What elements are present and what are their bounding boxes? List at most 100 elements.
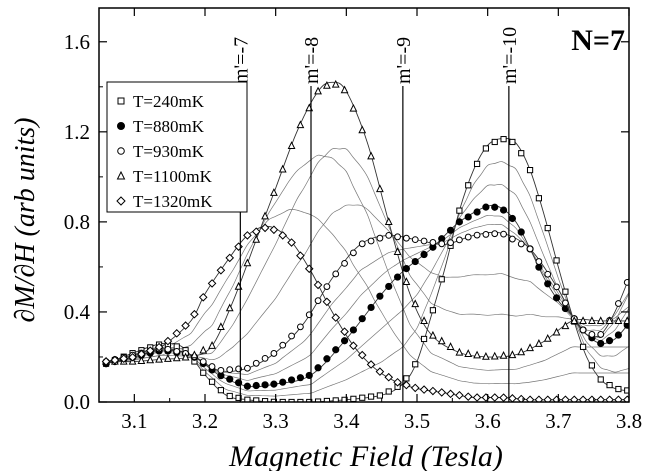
data-point <box>402 277 411 286</box>
data-point <box>190 309 199 319</box>
data-point <box>393 273 402 281</box>
vertical-marker-label: m'=-7 <box>230 37 252 84</box>
data-point <box>535 195 542 202</box>
data-point <box>543 395 553 402</box>
data-point <box>596 395 606 402</box>
legend-label: T=930mK <box>133 142 205 161</box>
data-point <box>393 247 402 256</box>
data-point <box>411 236 419 244</box>
legend-marker <box>116 170 126 180</box>
data-point <box>252 234 261 243</box>
data-point <box>614 316 623 325</box>
data-point <box>332 270 340 278</box>
data-point <box>172 353 181 362</box>
data-point <box>446 389 455 399</box>
series-t-1320mk <box>101 223 629 402</box>
data-point <box>367 237 375 245</box>
y-tick-label: 0.4 <box>64 300 91 324</box>
data-point <box>490 393 500 402</box>
data-point <box>261 381 269 389</box>
data-point <box>243 382 251 390</box>
x-tick-label: 3.1 <box>121 409 147 433</box>
data-point <box>208 378 216 385</box>
data-point <box>217 387 225 394</box>
data-point <box>287 376 296 384</box>
data-point <box>438 276 445 283</box>
data-point <box>544 270 552 278</box>
data-point <box>244 396 251 402</box>
data-point <box>172 329 182 338</box>
data-point <box>198 293 208 302</box>
data-point <box>181 352 190 361</box>
data-point <box>313 280 323 290</box>
data-point <box>500 136 507 143</box>
x-tick-label: 3.8 <box>616 409 642 433</box>
data-point <box>376 392 383 399</box>
data-point <box>137 356 146 365</box>
data-point <box>472 393 482 402</box>
data-point <box>412 361 419 368</box>
data-point <box>128 352 137 362</box>
data-point <box>146 355 155 364</box>
data-point <box>508 350 517 359</box>
data-point <box>173 347 181 355</box>
panel-label: N=7 <box>571 24 625 57</box>
data-point <box>244 364 251 372</box>
data-point <box>350 395 357 402</box>
data-point <box>473 160 481 168</box>
data-point <box>279 378 287 386</box>
data-point <box>473 231 481 239</box>
data-point <box>261 211 269 220</box>
data-point <box>287 238 296 247</box>
data-point <box>394 233 401 241</box>
data-point <box>261 398 269 402</box>
data-point <box>544 280 552 288</box>
data-point <box>385 388 392 395</box>
data-point <box>366 360 376 369</box>
data-point <box>253 397 260 402</box>
data-point <box>456 207 463 214</box>
legend-box <box>106 81 248 213</box>
data-point <box>553 283 560 291</box>
data-point <box>438 240 446 248</box>
axes-layer: 3.1 3.2 3.3 3.4 3.5 3.6 3.7 3.8 0.0 0.4 0.8 1.2 1.6 <box>64 8 642 433</box>
data-point <box>278 231 288 240</box>
data-point <box>349 103 358 112</box>
data-point <box>446 226 455 234</box>
data-point <box>341 396 348 402</box>
data-point <box>517 347 526 356</box>
data-point <box>500 230 507 238</box>
data-point <box>331 79 340 88</box>
data-point <box>455 390 464 400</box>
data-point <box>270 380 278 388</box>
data-point <box>579 326 587 334</box>
data-point <box>420 316 428 325</box>
data-point <box>464 233 472 241</box>
data-point <box>358 315 366 323</box>
data-point <box>208 363 216 370</box>
data-point <box>341 259 348 267</box>
data-point <box>207 279 217 288</box>
data-point <box>491 138 498 146</box>
data-point <box>509 138 516 146</box>
data-point <box>216 322 225 331</box>
data-point <box>623 278 629 286</box>
x-tick-label: 3.6 <box>475 409 501 433</box>
data-point <box>385 231 393 239</box>
legend-label: T=240mK <box>133 92 205 111</box>
data-point <box>437 336 446 345</box>
data-point <box>481 393 491 402</box>
data-point <box>367 393 375 400</box>
data-point <box>578 395 588 402</box>
data-point <box>154 342 164 352</box>
data-point <box>375 184 384 193</box>
legend-label: T=1100mK <box>133 167 213 186</box>
data-point <box>251 227 261 236</box>
data-point <box>217 366 225 374</box>
data-point <box>490 351 499 360</box>
data-point <box>569 395 579 402</box>
data-point <box>419 385 429 394</box>
data-point <box>526 245 534 253</box>
data-point <box>605 316 614 325</box>
